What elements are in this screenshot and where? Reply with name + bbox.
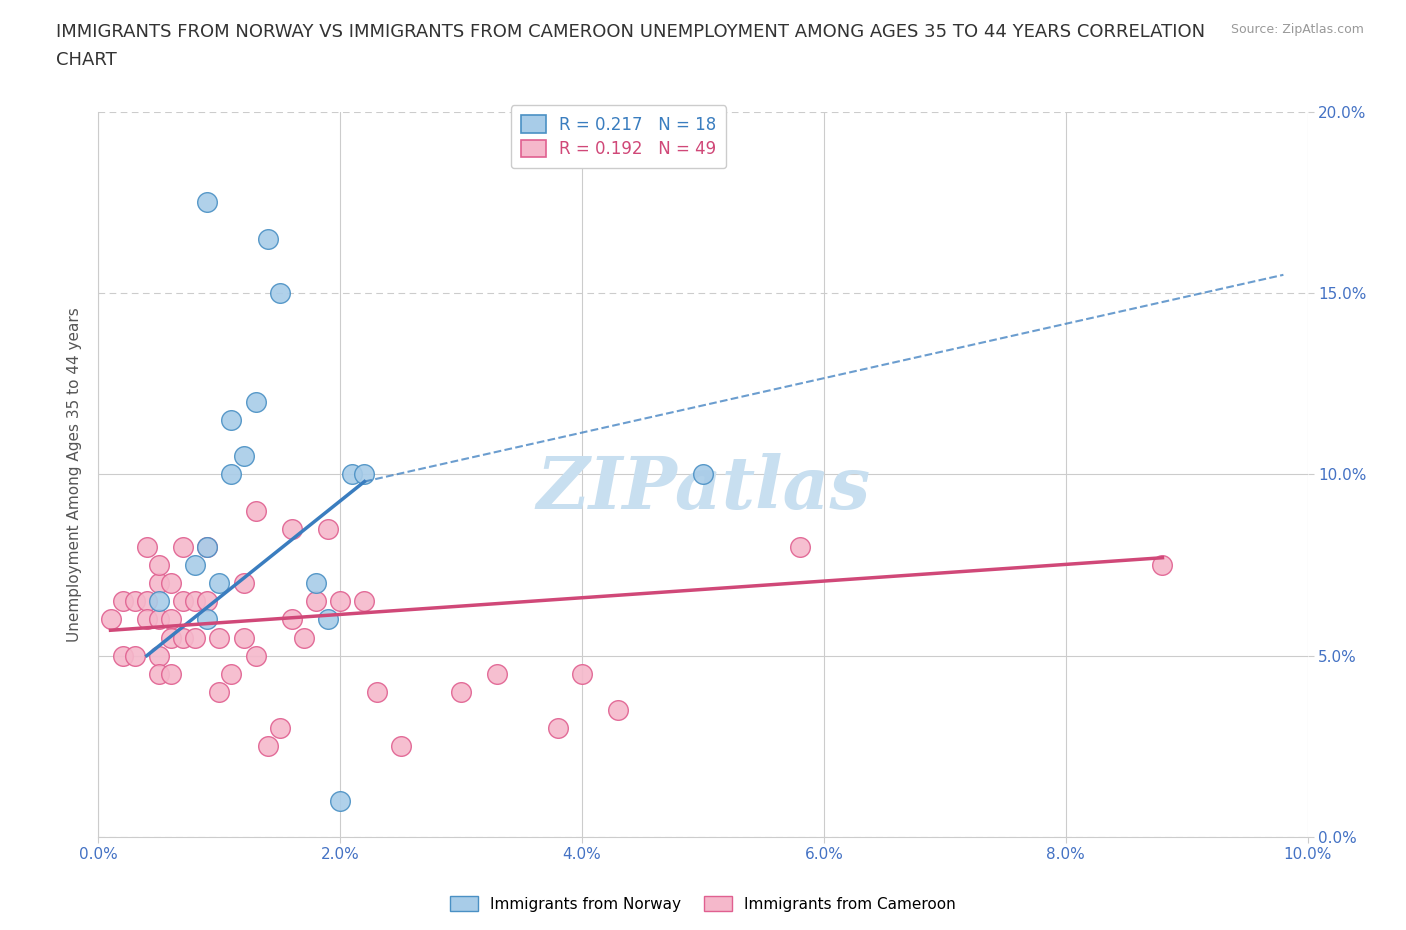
Point: [245, 648, 267, 663]
Point: [389, 738, 412, 753]
Point: [172, 594, 194, 609]
Point: [329, 594, 352, 609]
Text: Source: ZipAtlas.com: Source: ZipAtlas.com: [1230, 23, 1364, 36]
Point: [256, 738, 278, 753]
Point: [111, 648, 134, 663]
Point: [100, 612, 122, 627]
Point: [148, 594, 170, 609]
Point: [789, 539, 811, 554]
Point: [692, 467, 714, 482]
Point: [232, 576, 254, 591]
Point: [366, 684, 388, 699]
Point: [1152, 558, 1174, 573]
Point: [256, 232, 278, 246]
Point: [148, 666, 170, 681]
Point: [221, 666, 243, 681]
Point: [450, 684, 472, 699]
Point: [208, 684, 231, 699]
Point: [160, 612, 183, 627]
Point: [281, 612, 304, 627]
Point: [135, 594, 157, 609]
Point: [124, 594, 146, 609]
Point: [160, 666, 183, 681]
Point: [245, 503, 267, 518]
Point: [172, 539, 194, 554]
Point: [292, 631, 315, 645]
Point: [547, 721, 569, 736]
Point: [148, 558, 170, 573]
Point: [342, 467, 364, 482]
Point: [148, 612, 170, 627]
Point: [111, 594, 134, 609]
Point: [195, 195, 218, 210]
Text: ZIPatlas: ZIPatlas: [536, 453, 870, 525]
Point: [305, 576, 328, 591]
Point: [135, 612, 157, 627]
Y-axis label: Unemployment Among Ages 35 to 44 years: Unemployment Among Ages 35 to 44 years: [67, 307, 83, 642]
Point: [353, 594, 375, 609]
Legend: Immigrants from Norway, Immigrants from Cameroon: Immigrants from Norway, Immigrants from …: [444, 889, 962, 918]
Point: [269, 286, 291, 300]
Point: [232, 631, 254, 645]
Text: IMMIGRANTS FROM NORWAY VS IMMIGRANTS FROM CAMEROON UNEMPLOYMENT AMONG AGES 35 TO: IMMIGRANTS FROM NORWAY VS IMMIGRANTS FRO…: [56, 23, 1205, 41]
Point: [195, 612, 218, 627]
Point: [172, 631, 194, 645]
Point: [245, 394, 267, 409]
Point: [184, 631, 207, 645]
Point: [571, 666, 593, 681]
Point: [316, 521, 339, 536]
Point: [281, 521, 304, 536]
Point: [124, 648, 146, 663]
Point: [160, 576, 183, 591]
Point: [184, 594, 207, 609]
Point: [195, 539, 218, 554]
Point: [184, 558, 207, 573]
Point: [486, 666, 509, 681]
Point: [148, 648, 170, 663]
Point: [221, 467, 243, 482]
Point: [316, 612, 339, 627]
Point: [135, 539, 157, 554]
Point: [353, 467, 375, 482]
Point: [232, 449, 254, 464]
Point: [195, 594, 218, 609]
Point: [305, 594, 328, 609]
Point: [329, 793, 352, 808]
Text: CHART: CHART: [56, 51, 117, 69]
Point: [269, 721, 291, 736]
Point: [607, 703, 630, 718]
Point: [148, 576, 170, 591]
Legend: R = 0.217   N = 18, R = 0.192   N = 49: R = 0.217 N = 18, R = 0.192 N = 49: [510, 105, 725, 168]
Point: [221, 413, 243, 428]
Point: [208, 576, 231, 591]
Point: [160, 631, 183, 645]
Point: [208, 631, 231, 645]
Point: [195, 539, 218, 554]
